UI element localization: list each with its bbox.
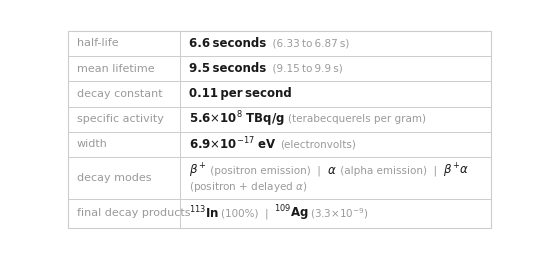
Text: 0.11 per second: 0.11 per second <box>189 87 292 100</box>
Text: final decay products: final decay products <box>76 208 190 218</box>
Text: mean lifetime: mean lifetime <box>76 64 155 74</box>
Text: $\beta^+\!\alpha$: $\beta^+\!\alpha$ <box>443 161 470 179</box>
Text: $^{113}$In: $^{113}$In <box>189 205 219 222</box>
Text: (9.15 to 9.9 s): (9.15 to 9.9 s) <box>266 64 343 74</box>
Text: $\beta^+$: $\beta^+$ <box>189 161 207 179</box>
Text: (positron + delayed $\alpha$): (positron + delayed $\alpha$) <box>189 180 307 194</box>
Text: 6.6 seconds: 6.6 seconds <box>189 37 266 50</box>
Text: (alpha emission)  |: (alpha emission) | <box>337 165 443 176</box>
Text: 6.9$\times$10$^{-17}$ eV: 6.9$\times$10$^{-17}$ eV <box>189 136 277 153</box>
Text: 5.6$\times$10$^{8}$ TBq/g: 5.6$\times$10$^{8}$ TBq/g <box>189 109 284 129</box>
Text: (3.3$\times$10$^{-9}$): (3.3$\times$10$^{-9}$) <box>311 206 369 221</box>
Text: (terabecquerels per gram): (terabecquerels per gram) <box>288 114 426 124</box>
Text: width: width <box>76 140 108 150</box>
Text: $^{109}$Ag: $^{109}$Ag <box>274 204 308 223</box>
Text: (electronvolts): (electronvolts) <box>280 140 356 150</box>
Text: (6.33 to 6.87 s): (6.33 to 6.87 s) <box>266 38 349 48</box>
Text: 9.5 seconds: 9.5 seconds <box>189 62 266 75</box>
Text: half-life: half-life <box>76 38 118 48</box>
Text: decay modes: decay modes <box>76 173 151 183</box>
Text: decay constant: decay constant <box>76 89 162 99</box>
Text: (100%)  |: (100%) | <box>221 208 269 219</box>
Text: (positron emission)  |: (positron emission) | <box>207 165 327 176</box>
Text: $\alpha$: $\alpha$ <box>327 164 337 177</box>
Text: specific activity: specific activity <box>76 114 164 124</box>
